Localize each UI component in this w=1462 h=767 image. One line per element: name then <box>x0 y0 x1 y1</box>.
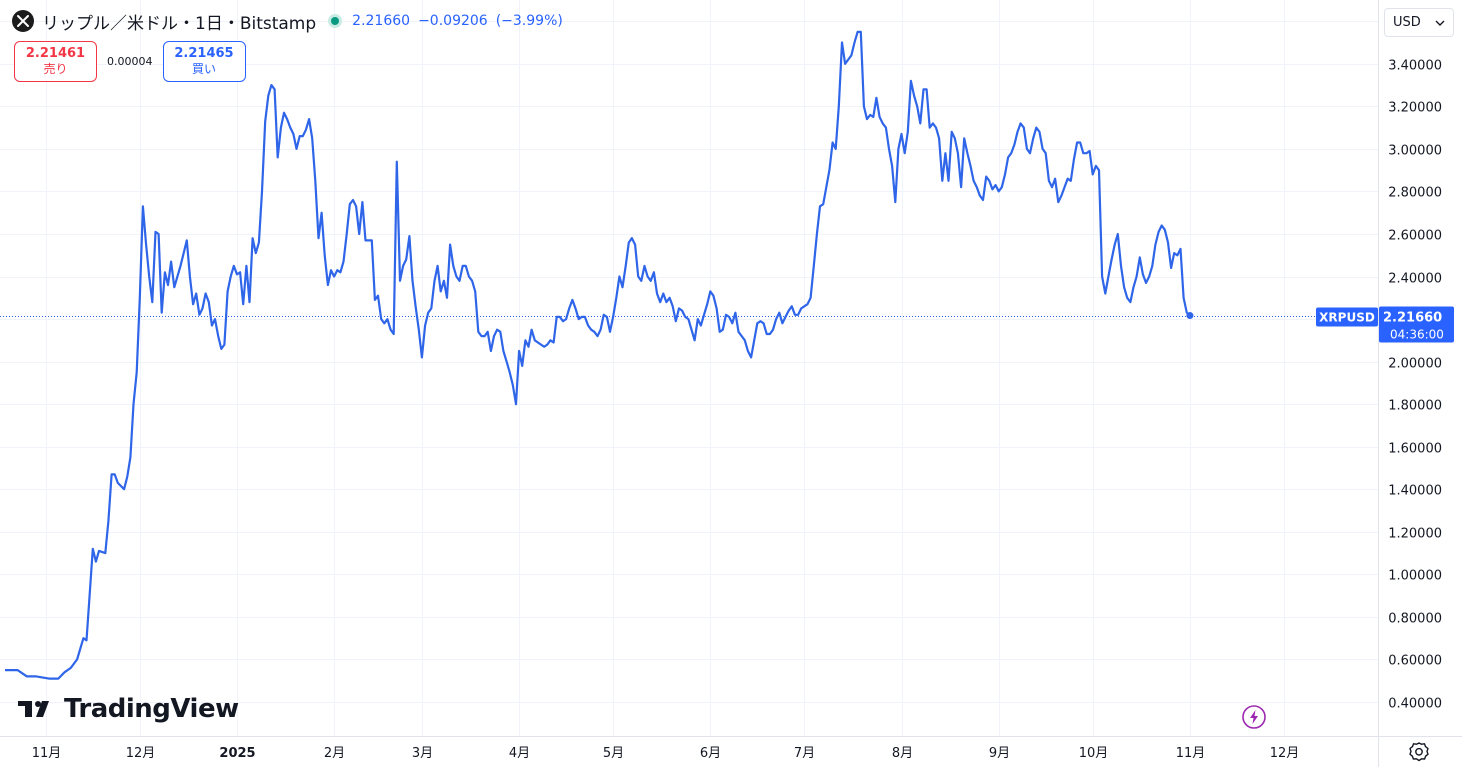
x-tick-label: 9月 <box>989 746 1010 761</box>
x-tick-label: 11月 <box>1176 746 1206 761</box>
y-tick-label: 2.40000 <box>1388 272 1442 287</box>
x-tick-label: 2月 <box>324 746 345 761</box>
last-price: 2.21660 <box>352 13 411 29</box>
tradingview-logo-icon <box>18 701 49 717</box>
y-tick-label: 1.00000 <box>1388 569 1442 584</box>
tradingview-logo[interactable]: TradingView <box>18 694 239 724</box>
xrpusd-price-line <box>5 30 1191 680</box>
chart-header: リップル／米ドル・1日・Bitstamp 2.21660 −0.09206 (−3.… <box>12 8 571 34</box>
xrp-logo-icon <box>12 10 34 32</box>
y-tick-label: 1.40000 <box>1388 484 1442 499</box>
spread-value: 0.00004 <box>107 55 153 68</box>
y-tick-label: 1.20000 <box>1388 527 1442 542</box>
y-tick-label: 1.60000 <box>1388 442 1442 457</box>
last-price-dot <box>1186 312 1194 320</box>
price-change: −0.09206 <box>418 13 488 29</box>
buy-price: 2.21465 <box>174 46 234 61</box>
x-tick-label: 8月 <box>892 746 913 761</box>
last-price-tag-countdown: 04:36:00 <box>1390 328 1444 342</box>
sell-price: 2.21461 <box>25 46 86 61</box>
x-tick-label: 12月 <box>1270 746 1300 761</box>
y-tick-label: 2.80000 <box>1388 186 1442 201</box>
live-dot-icon <box>328 14 343 28</box>
x-tick-label: 3月 <box>412 746 433 761</box>
last-price-tag-price: 2.21660 <box>1383 311 1442 326</box>
buy-label: 買い <box>191 62 216 76</box>
currency-select[interactable]: USD <box>1384 8 1454 37</box>
y-tick-label: 0.40000 <box>1388 697 1442 712</box>
currency-value: USD <box>1393 15 1421 30</box>
y-tick-label: 2.60000 <box>1388 229 1442 244</box>
y-tick-label: 0.80000 <box>1388 612 1442 627</box>
x-tick-label: 11月 <box>32 746 62 761</box>
y-tick-label: 3.40000 <box>1388 59 1442 74</box>
symbol-title[interactable]: リップル／米ドル・1日・Bitstamp <box>42 13 317 34</box>
series-layer <box>0 30 1378 680</box>
symbol-tag-text: XRPUSD <box>1319 311 1375 325</box>
y-tick-label: 3.20000 <box>1388 101 1442 116</box>
sell-button[interactable]: 2.21461 売り <box>14 41 97 82</box>
chevron-down-icon <box>1435 20 1445 26</box>
lightning-icon[interactable] <box>1242 705 1266 729</box>
last-price-tag <box>1379 306 1454 343</box>
y-tick-label: 0.60000 <box>1388 654 1442 669</box>
buy-button[interactable]: 2.21465 買い <box>162 41 246 82</box>
trade-panel: 2.21461 売り 0.00004 2.21465 買い <box>14 41 246 82</box>
x-tick-label: 12月 <box>126 746 156 761</box>
axes: 0.40000 0.60000 0.80000 1.00000 1.20000 1.400… <box>32 16 1442 762</box>
symbol-tag <box>1316 307 1378 327</box>
y-tick-label: 3.00000 <box>1388 144 1442 159</box>
x-tick-label: 6月 <box>700 746 721 761</box>
price-change-percent: (−3.99%) <box>495 13 563 29</box>
gear-icon[interactable] <box>1408 741 1430 763</box>
y-tick-label: 2.00000 <box>1388 357 1442 372</box>
x-tick-label: 10月 <box>1079 746 1109 761</box>
last-price-label-layer: XRPUSD 2.21660 04:36:00 <box>1316 306 1454 343</box>
x-tick-label: 7月 <box>794 746 815 761</box>
x-tick-label: 2025 <box>219 746 255 761</box>
x-tick-label: 5月 <box>603 746 624 761</box>
quote-summary: 2.21660 −0.09206 (−3.99%) <box>352 13 571 29</box>
grid-lines <box>0 0 1378 736</box>
sell-label: 売り <box>43 62 68 76</box>
tradingview-wordmark: TradingView <box>64 694 239 724</box>
x-tick-label: 4月 <box>509 746 530 761</box>
y-tick-label: 1.80000 <box>1388 399 1442 414</box>
